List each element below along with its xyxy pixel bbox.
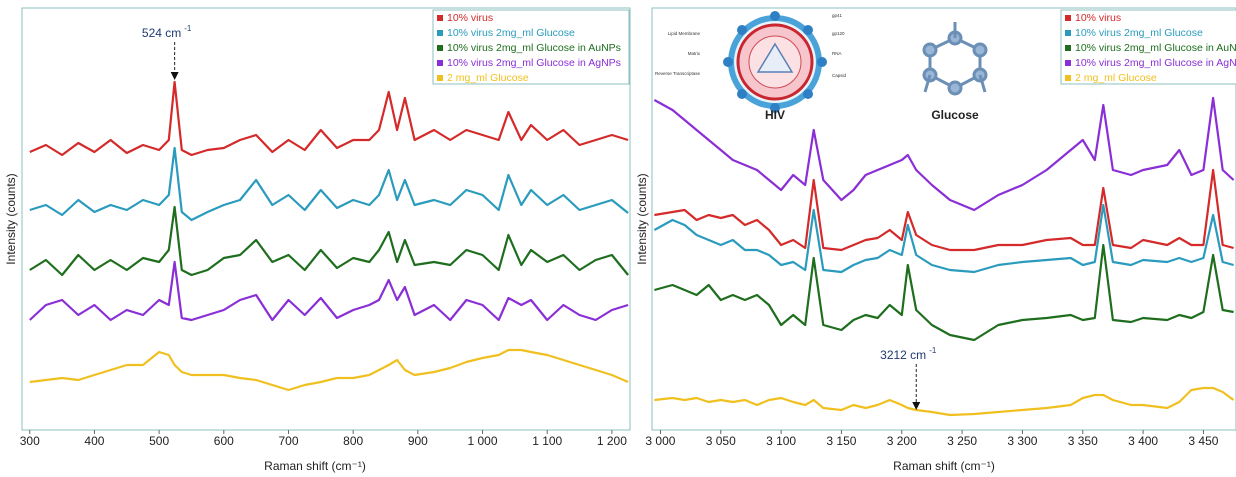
annotation-text: 3212 cm <box>880 348 926 362</box>
spectrum-line <box>30 262 628 320</box>
x-tick-label: 1 200 <box>597 434 627 448</box>
x-tick-label: 3 150 <box>826 434 856 448</box>
legend-swatch <box>437 75 443 81</box>
spectrum-line <box>30 148 628 220</box>
legend-swatch <box>437 30 443 36</box>
legend-label: 10% virus 2mg_ml Glucose <box>1075 27 1203 39</box>
inset-part-label: gp120 <box>832 31 845 36</box>
plot-area <box>30 82 628 390</box>
inset-part-label: Matrix <box>688 51 701 56</box>
legend-swatch <box>437 60 443 66</box>
x-tick-label: 3 050 <box>706 434 736 448</box>
spectrum-line <box>654 205 1233 272</box>
x-tick-label: 3 200 <box>887 434 917 448</box>
x-tick-label: 3 400 <box>1128 434 1158 448</box>
inset-title: Glucose <box>931 108 979 122</box>
spectrum-line <box>30 82 628 155</box>
legend-label: 10% virus 2mg_ml Glucose in AuNPs <box>447 42 621 54</box>
x-tick-label: 3 300 <box>1007 434 1037 448</box>
x-tick-label: 1 100 <box>532 434 562 448</box>
legend: 10% virus 10% virus 2mg_ml Glucose 10% vir… <box>1061 10 1236 84</box>
legend-label: 2 mg_ml Glucose <box>447 72 529 84</box>
x-tick-label: 400 <box>84 434 104 448</box>
x-tick-label: 3 450 <box>1188 434 1218 448</box>
legend-label: 2 mg_ml Glucose <box>1075 72 1157 84</box>
legend-label: 10% virus 2mg_ml Glucose in AuNPs <box>1075 42 1236 54</box>
inset-part-label: RNA <box>832 51 842 56</box>
x-tick-label: 900 <box>408 434 428 448</box>
spectrum-line <box>654 388 1233 415</box>
annotation-label: 524 cm-1 <box>142 24 192 40</box>
x-tick-label: 500 <box>149 434 169 448</box>
legend-swatch <box>1065 45 1071 51</box>
annotation-sup: -1 <box>184 24 192 33</box>
legend: 10% virus 10% virus 2mg_ml Glucose 10% vir… <box>433 10 629 84</box>
spectrum-line <box>30 350 628 390</box>
x-tick-label: 1 000 <box>468 434 498 448</box>
legend-label: 10% virus 2mg_ml Glucose in AgNPs <box>447 57 621 69</box>
legend-swatch <box>1065 60 1071 66</box>
y-axis-label: Intensity (counts) <box>635 173 649 264</box>
arrow-head <box>171 72 179 80</box>
x-tick-label: 3 100 <box>766 434 796 448</box>
legend-swatch <box>437 45 443 51</box>
x-tick-label: 300 <box>20 434 40 448</box>
legend-label: 10% virus 2mg_ml Glucose in AgNPs <box>1075 57 1236 69</box>
legend-swatch <box>1065 30 1071 36</box>
spectrum-line <box>654 170 1233 250</box>
inset-part-label: gp41 <box>832 13 843 18</box>
legend-swatch <box>1065 15 1071 21</box>
annotation-label: 3212 cm-1 <box>880 346 937 362</box>
hiv-illustration <box>723 11 827 113</box>
x-tick-label: 600 <box>214 434 234 448</box>
x-axis-label: Raman shift (cm⁻¹) <box>264 459 366 473</box>
inset-part-label: Lipid Membrane <box>668 31 701 36</box>
annotation-sup: -1 <box>929 346 937 355</box>
inset-part-label: Reverse Transcriptase <box>655 71 701 76</box>
x-axis-label: Raman shift (cm⁻¹) <box>893 459 995 473</box>
x-tick-label: 3 000 <box>645 434 675 448</box>
plot-area <box>654 98 1233 415</box>
inset-part-label: Capsid <box>832 73 847 78</box>
x-tick-label: 3 350 <box>1068 434 1098 448</box>
legend-label: 10% virus 2mg_ml Glucose <box>447 27 575 39</box>
figure: 300 400 500 600 700 800 900 1 000 1 100 1 200 Rama… <box>0 0 1236 477</box>
x-tick-label: 800 <box>343 434 363 448</box>
glucose-illustration <box>924 22 986 94</box>
legend-swatch <box>1065 75 1071 81</box>
inset-title: HIV <box>765 108 785 122</box>
x-tick-label: 3 250 <box>947 434 977 448</box>
legend-swatch <box>437 15 443 21</box>
legend-label: 10% virus <box>447 12 493 24</box>
legend-label: 10% virus <box>1075 12 1121 24</box>
x-tick-label: 700 <box>278 434 298 448</box>
annotation-text: 524 cm <box>142 26 181 40</box>
spectrum-line <box>30 207 628 275</box>
y-axis-label: Intensity (counts) <box>4 173 18 264</box>
